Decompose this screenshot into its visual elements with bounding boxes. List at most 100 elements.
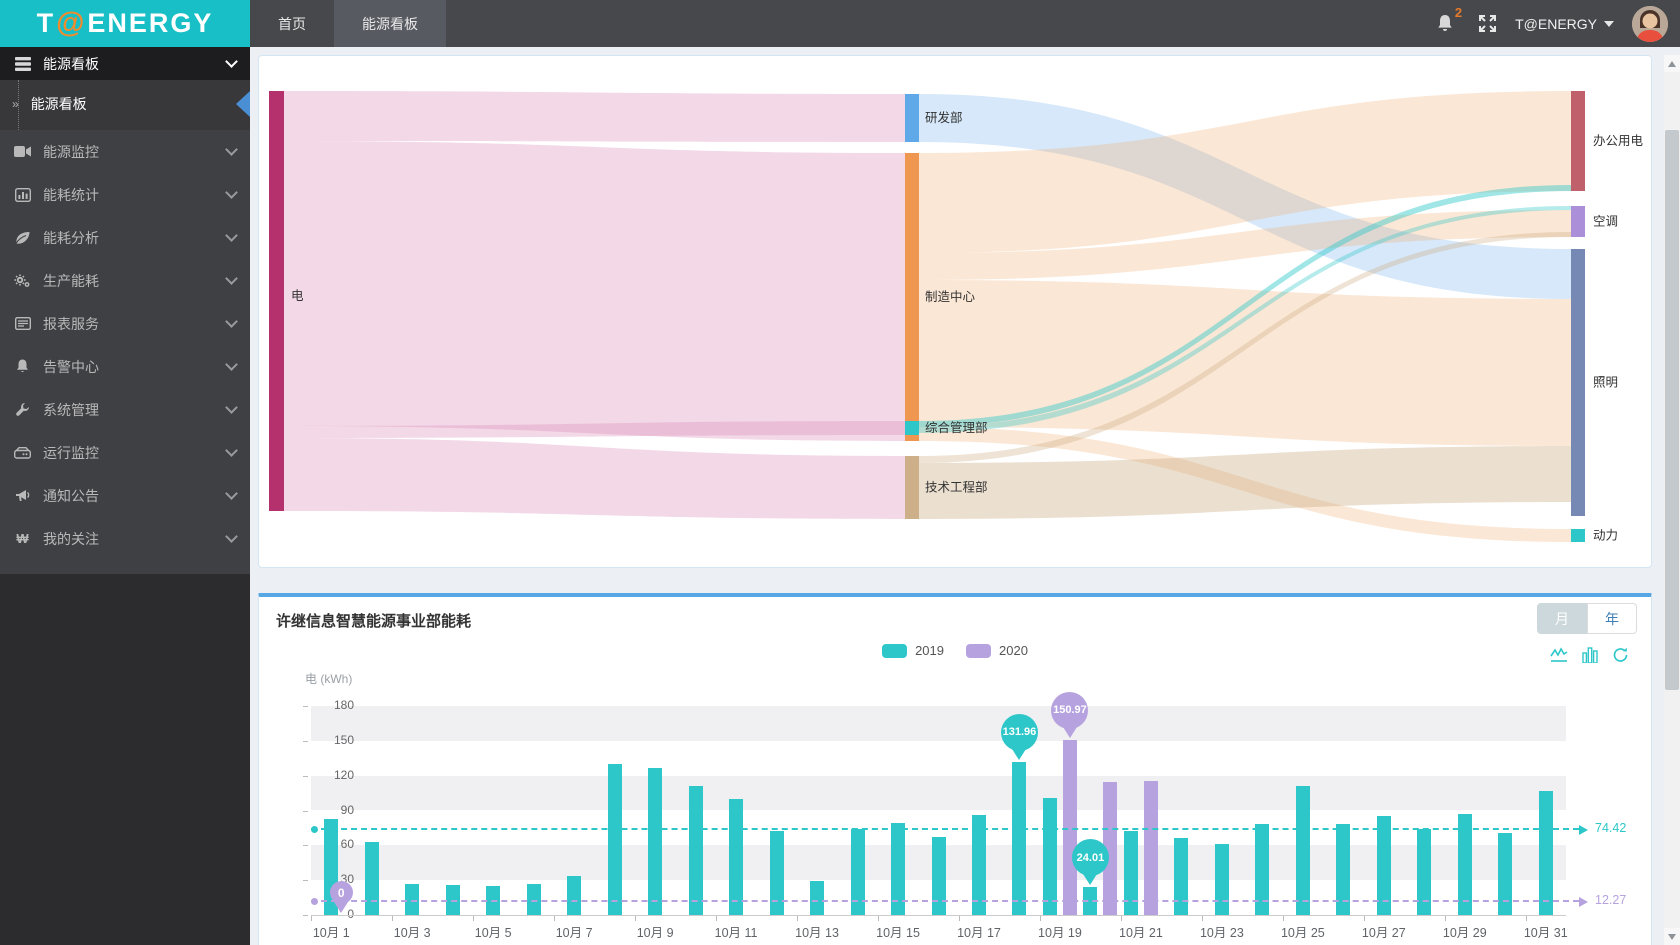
sankey-link-8[interactable] bbox=[919, 427, 1571, 542]
bar-2019-10月 9[interactable] bbox=[648, 767, 663, 915]
bar-2019-10月 14[interactable] bbox=[850, 829, 865, 915]
sankey-node-3[interactable] bbox=[905, 421, 919, 435]
scrollbar-thumb[interactable] bbox=[1665, 130, 1679, 690]
sankey-node-4[interactable] bbox=[905, 456, 919, 519]
sankey-link-9[interactable] bbox=[919, 185, 1571, 427]
scroll-up-button[interactable] bbox=[1664, 55, 1680, 72]
sankey-link-6[interactable] bbox=[919, 210, 1571, 280]
y-tick-label: 90 bbox=[340, 802, 354, 817]
bar-2019-10月 31[interactable] bbox=[1538, 790, 1553, 915]
x-tick-mark bbox=[958, 916, 960, 921]
sankey-link-11[interactable] bbox=[919, 446, 1571, 519]
bar-2019-10月 16[interactable] bbox=[931, 837, 946, 915]
bar-2019-10月 11[interactable] bbox=[729, 798, 744, 915]
chevron-down-icon bbox=[225, 530, 238, 543]
sidebar-item-won-sign[interactable]: ₩ 我的关注 bbox=[0, 517, 250, 560]
sankey-node-2[interactable] bbox=[905, 153, 919, 441]
sidebar-item-label: 能源监控 bbox=[43, 143, 99, 160]
bar-2019-10月 18[interactable] bbox=[1012, 761, 1027, 915]
sankey-link-1[interactable] bbox=[284, 141, 905, 441]
average-line-2020 bbox=[311, 899, 1579, 902]
scroll-down-button[interactable] bbox=[1664, 928, 1680, 945]
sankey-node-6[interactable] bbox=[1571, 206, 1585, 237]
bar-2019-10月 6[interactable] bbox=[526, 883, 541, 915]
sankey-link-7[interactable] bbox=[919, 280, 1571, 446]
y-tick-label: 180 bbox=[333, 698, 354, 712]
avatar[interactable] bbox=[1632, 5, 1668, 42]
bar-2020-10月 20[interactable] bbox=[1103, 782, 1118, 915]
sidebar-item-hdd[interactable]: 运行监控 bbox=[0, 431, 250, 474]
month-toggle-button[interactable]: 月 bbox=[1537, 603, 1587, 634]
bar-2019-10月 27[interactable] bbox=[1376, 816, 1391, 915]
bar-2019-10月 8[interactable] bbox=[607, 764, 622, 915]
legend-item-2020[interactable]: 2020 bbox=[966, 643, 1028, 658]
bar-2019-10月 28[interactable] bbox=[1417, 829, 1432, 915]
vertical-scrollbar[interactable] bbox=[1664, 55, 1680, 945]
sidebar-item-label: 能耗分析 bbox=[43, 229, 99, 246]
legend-item-2019[interactable]: 2019 bbox=[882, 643, 944, 658]
bar-2019-10月 7[interactable] bbox=[567, 875, 582, 915]
year-toggle-button[interactable]: 年 bbox=[1587, 603, 1637, 634]
sankey-node-0[interactable] bbox=[269, 91, 284, 511]
bar-2019-10月 25[interactable] bbox=[1295, 786, 1310, 915]
bell-icon bbox=[14, 358, 31, 375]
sankey-link-3[interactable] bbox=[284, 438, 905, 519]
bar-2019-10月 22[interactable] bbox=[1174, 838, 1189, 915]
sankey-node-label: 办公用电 bbox=[1593, 133, 1644, 148]
bar-2019-10月 23[interactable] bbox=[1214, 844, 1229, 915]
bar-2020-10月 19[interactable] bbox=[1062, 739, 1077, 915]
sankey-node-1[interactable] bbox=[905, 94, 919, 142]
bar-chart-icon bbox=[14, 186, 31, 203]
bar-2019-10月 2[interactable] bbox=[364, 841, 379, 915]
x-axis-label: 10月 13 bbox=[795, 926, 839, 940]
sidebar-item-energy-board[interactable]: 能源看板 bbox=[0, 47, 250, 80]
sidebar-item-report-list[interactable]: 报表服务 bbox=[0, 302, 250, 345]
sankey-link-2[interactable] bbox=[284, 421, 905, 438]
sankey-link-5[interactable] bbox=[919, 91, 1571, 253]
bar-2019-10月 3[interactable] bbox=[405, 883, 420, 915]
bar-2019-10月 17[interactable] bbox=[971, 815, 986, 915]
bar-2019-10月 29[interactable] bbox=[1457, 813, 1472, 915]
x-tick-mark bbox=[877, 916, 879, 921]
sankey-node-7[interactable] bbox=[1571, 249, 1585, 516]
sankey-link-10[interactable] bbox=[919, 206, 1571, 433]
notifications-button[interactable]: 2 bbox=[1430, 5, 1462, 39]
refresh-icon[interactable] bbox=[1612, 647, 1629, 663]
sankey-link-12[interactable] bbox=[919, 232, 1571, 463]
bar-2019-10月 13[interactable] bbox=[810, 881, 825, 915]
user-menu[interactable]: T@ENERGY bbox=[1515, 16, 1614, 32]
sankey-node-5[interactable] bbox=[1571, 91, 1585, 191]
sidebar-item-wrench[interactable]: 系统管理 bbox=[0, 388, 250, 431]
bar-chart-icon[interactable] bbox=[1581, 647, 1599, 663]
sidebar-item-megaphone[interactable]: 通知公告 bbox=[0, 474, 250, 517]
sankey-node-label: 照明 bbox=[1593, 376, 1618, 390]
sankey-node-8[interactable] bbox=[1571, 529, 1585, 542]
bar-2020-10月 21[interactable] bbox=[1143, 781, 1158, 915]
bar-2019-10月 15[interactable] bbox=[891, 823, 906, 915]
sidebar-item-leaf[interactable]: 能耗分析 bbox=[0, 216, 250, 259]
sidebar-item-label: 运行监控 bbox=[43, 444, 99, 461]
logo-at-icon: @ bbox=[56, 7, 87, 39]
sidebar-item-video-camera[interactable]: 能源监控 bbox=[0, 130, 250, 173]
fullscreen-icon[interactable] bbox=[1478, 14, 1497, 33]
bar-2019-10月 24[interactable] bbox=[1255, 824, 1270, 915]
sidebar-item-bar-chart[interactable]: 能耗统计 bbox=[0, 173, 250, 216]
bar-2019-10月 30[interactable] bbox=[1498, 832, 1513, 915]
bar-2019-10月 12[interactable] bbox=[769, 831, 784, 915]
bar-2019-10月 21[interactable] bbox=[1123, 831, 1138, 915]
sankey-link-0[interactable] bbox=[284, 91, 905, 142]
x-axis-label: 10月 17 bbox=[957, 926, 1001, 940]
sidebar-item-bell[interactable]: 告警中心 bbox=[0, 345, 250, 388]
bar-2019-10月 26[interactable] bbox=[1336, 824, 1351, 915]
tab-home[interactable]: 首页 bbox=[278, 15, 306, 32]
bar-2019-10月 10[interactable] bbox=[688, 786, 703, 915]
tab-energy-board[interactable]: 能源看板 bbox=[334, 0, 446, 47]
sidebar-item-gears[interactable]: 生产能耗 bbox=[0, 259, 250, 302]
line-chart-icon[interactable] bbox=[1550, 647, 1568, 663]
panel-title: 许继信息智慧能源事业部能耗 bbox=[276, 613, 472, 630]
x-axis-label: 10月 9 bbox=[636, 926, 674, 940]
sidebar-subitem-energy-board[interactable]: » 能源看板 bbox=[0, 88, 250, 120]
bar-2019-10月 19[interactable] bbox=[1042, 797, 1057, 915]
x-axis-label: 10月 1 bbox=[312, 926, 350, 940]
sankey-link-4[interactable] bbox=[919, 94, 1571, 299]
